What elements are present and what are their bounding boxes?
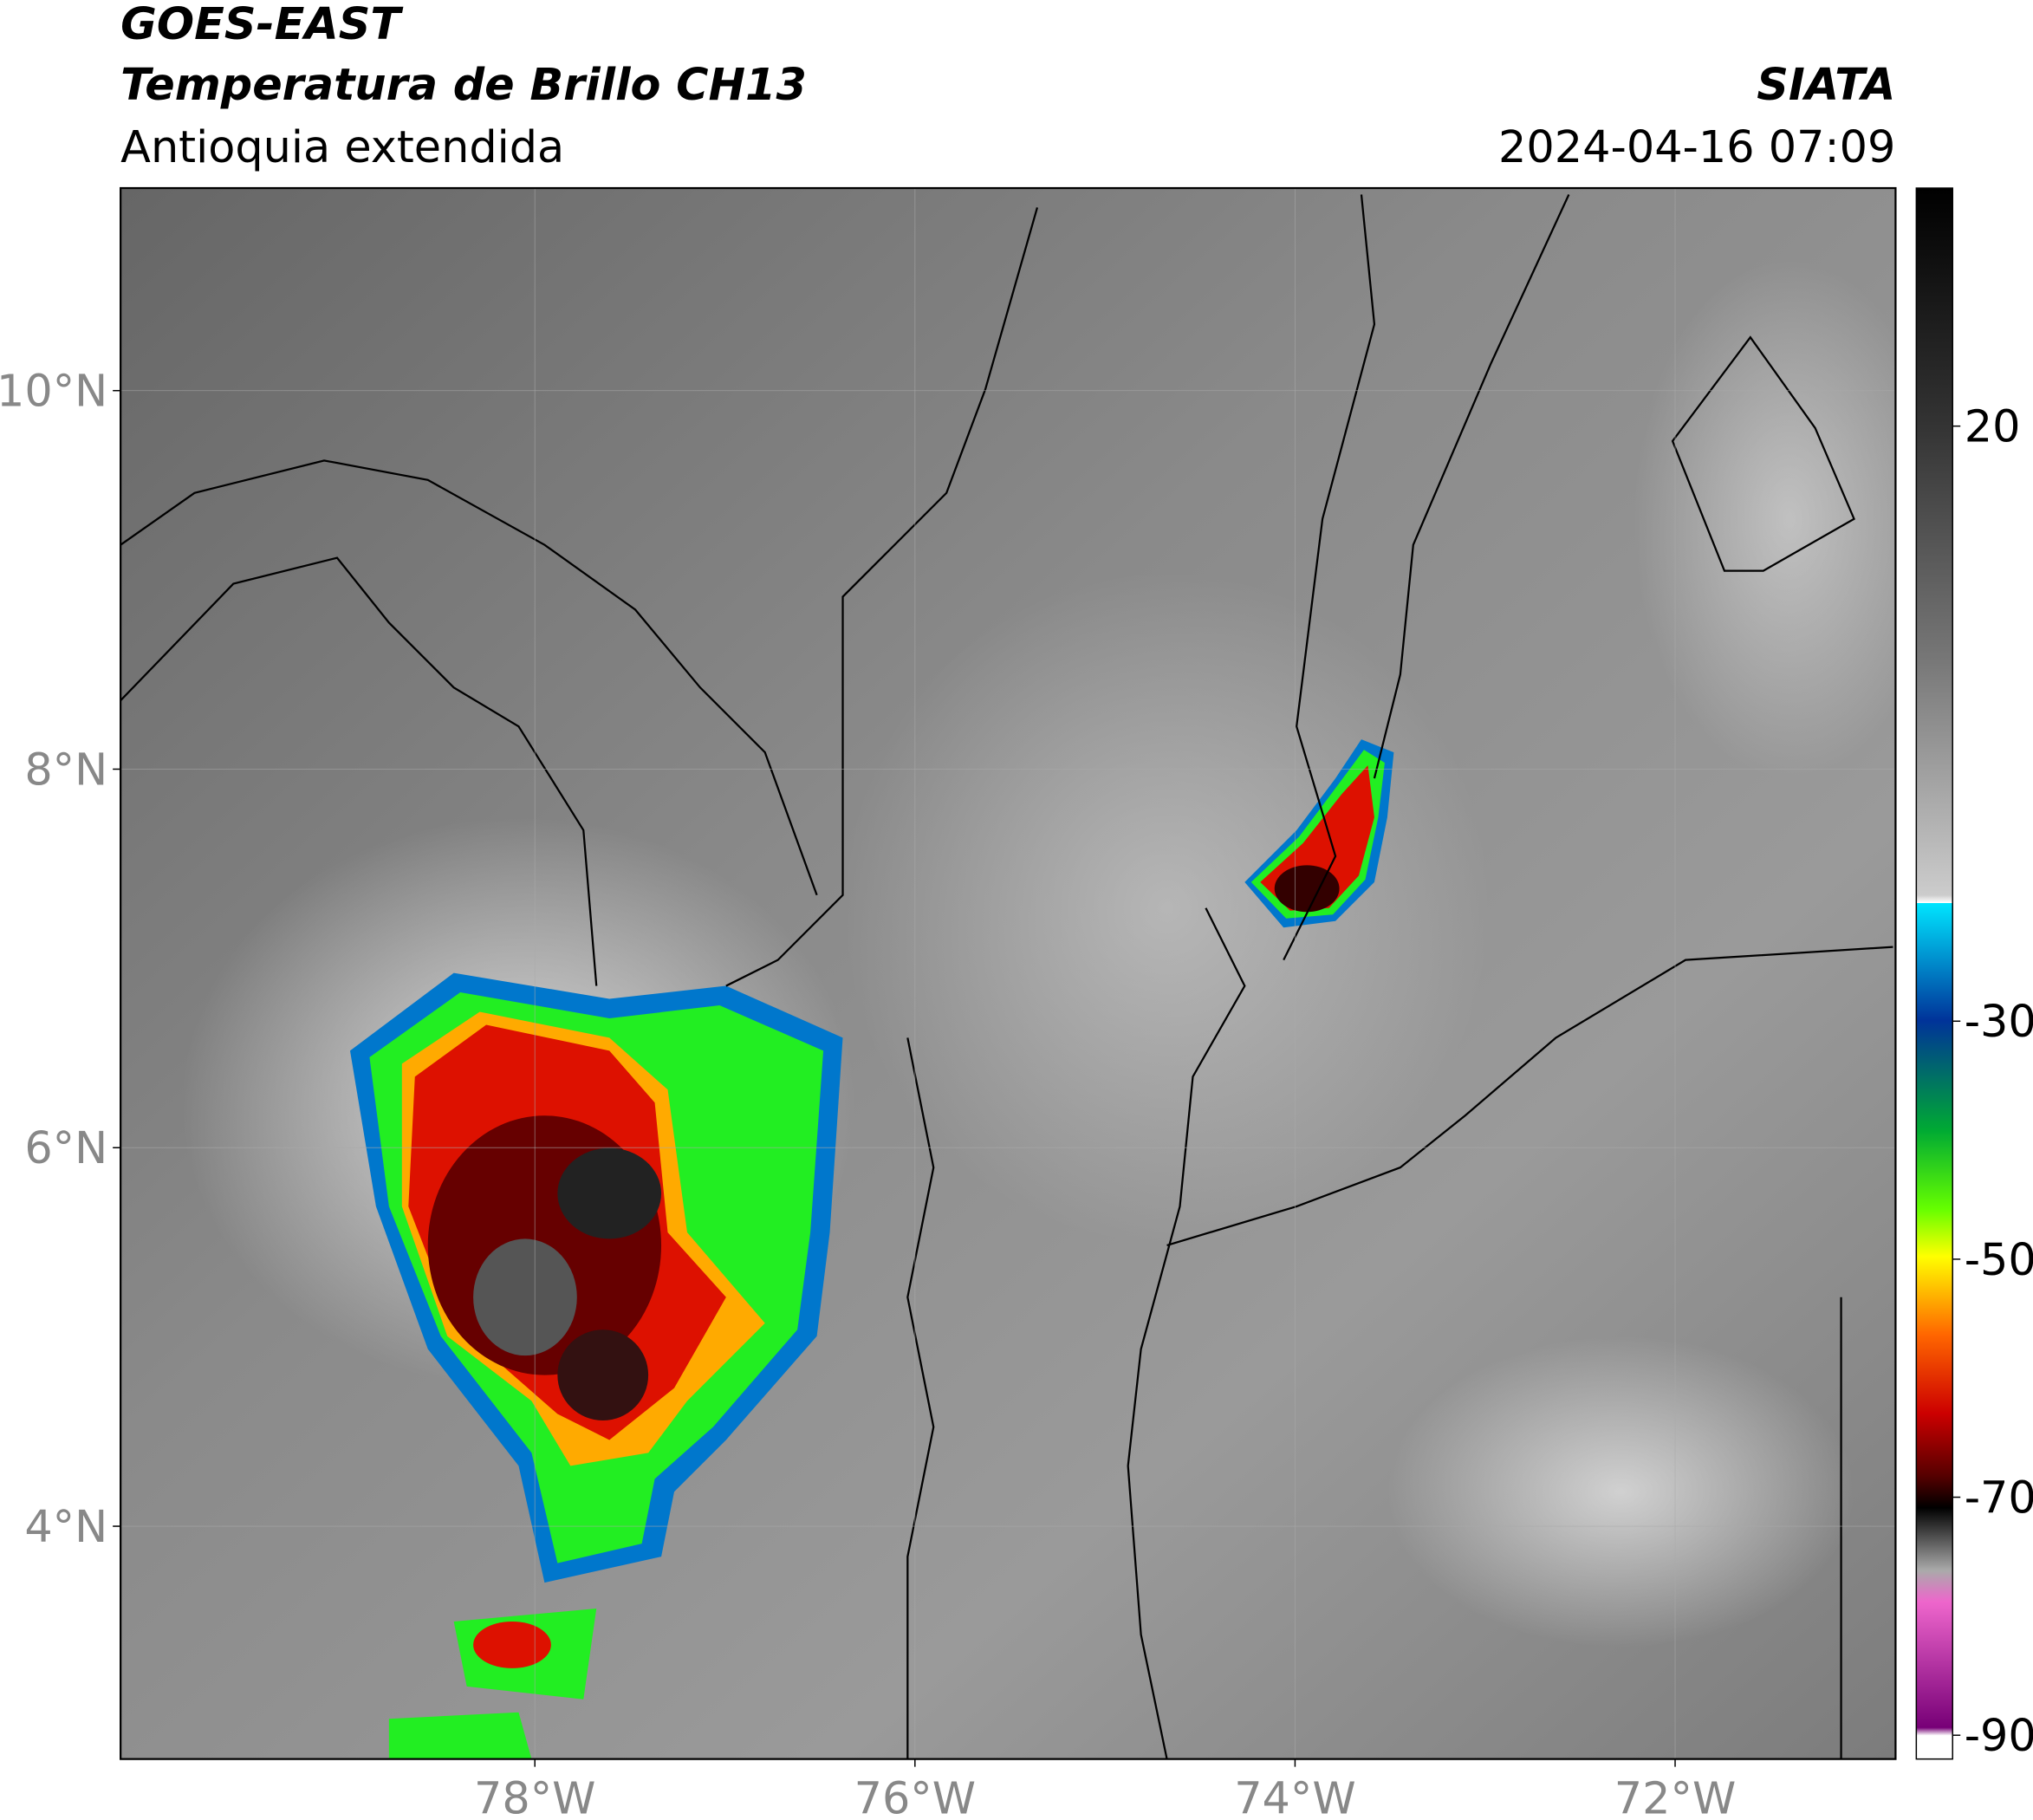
subtitle: Temperatura de Brillo CH13 (120, 59, 807, 110)
cloud (1387, 1336, 1854, 1648)
y-tick-label: 6°N (24, 1122, 107, 1173)
y-tick-label: 4°N (24, 1501, 107, 1552)
borders (120, 194, 1893, 1759)
x-tick-label: 74°W (1234, 1773, 1355, 1820)
colorbar-tick-label: -30 (1965, 996, 2033, 1047)
datetime: 2024-04-16 07:09 (1498, 121, 1895, 172)
region: Antioquia extendida (120, 121, 564, 172)
cloud (1634, 259, 1896, 778)
colorbar-tick-label: -70 (1965, 1472, 2033, 1523)
storm (349, 972, 843, 1759)
colorbar (1915, 187, 1953, 1760)
colorbar-tick-label: -50 (1965, 1234, 2033, 1285)
source: SIATA (1757, 59, 1895, 110)
map (120, 188, 1896, 1759)
cloud (842, 570, 1491, 1245)
storm (1244, 739, 1394, 928)
colorbar-tick-label: 20 (1965, 401, 2021, 452)
colorbar-tick-label: -90 (1965, 1710, 2033, 1761)
x-tick-label: 72°W (1614, 1773, 1736, 1820)
y-tick-label: 10°N (0, 366, 107, 417)
x-tick-label: 76°W (854, 1773, 976, 1820)
map-frame (120, 186, 1897, 1760)
y-tick-label: 8°N (24, 744, 107, 795)
x-tick-label: 78°W (474, 1773, 595, 1820)
title: GOES-EAST (120, 0, 404, 49)
